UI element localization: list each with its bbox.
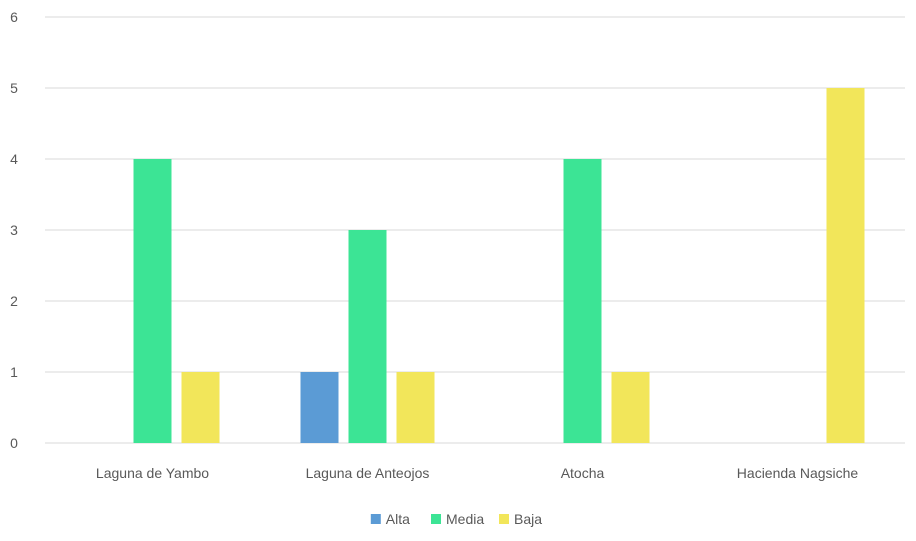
legend-swatch [370, 514, 381, 524]
y-tick-label: 2 [10, 293, 18, 309]
x-category-label: Laguna de Anteojos [306, 465, 430, 481]
bar-baja-1 [181, 372, 220, 443]
legend: Alta Media Baja [370, 511, 542, 527]
y-tick-label: 1 [10, 364, 18, 380]
y-tick-label: 4 [10, 151, 18, 167]
y-tick-label: 3 [10, 222, 18, 238]
legend-label: Alta [386, 511, 410, 527]
y-tick-label: 0 [10, 435, 18, 451]
legend-label: Media [446, 511, 484, 527]
bar-alta-2 [300, 372, 339, 443]
legend-label: Baja [514, 511, 542, 527]
x-category-label: Hacienda Nagsiche [737, 465, 859, 481]
bar-media-2 [348, 230, 387, 443]
bars [133, 88, 865, 443]
gridlines [45, 16, 905, 444]
y-tick-label: 6 [10, 9, 18, 25]
y-tick-label: 5 [10, 80, 18, 96]
bar-baja-4 [826, 88, 865, 443]
bar-media-1 [133, 159, 172, 443]
legend-swatch [431, 514, 441, 524]
x-category-label: Laguna de Yambo [96, 465, 209, 481]
y-axis-ticks: 0 1 2 3 4 5 6 [10, 9, 18, 451]
x-category-label: Atocha [561, 465, 605, 481]
bar-baja-2 [396, 372, 435, 443]
legend-swatch [499, 514, 509, 524]
bar-media-3 [563, 159, 602, 443]
x-axis-categories: Laguna de Yambo Laguna de Anteojos Atocha H… [96, 465, 858, 481]
bar-baja-3 [611, 372, 650, 443]
